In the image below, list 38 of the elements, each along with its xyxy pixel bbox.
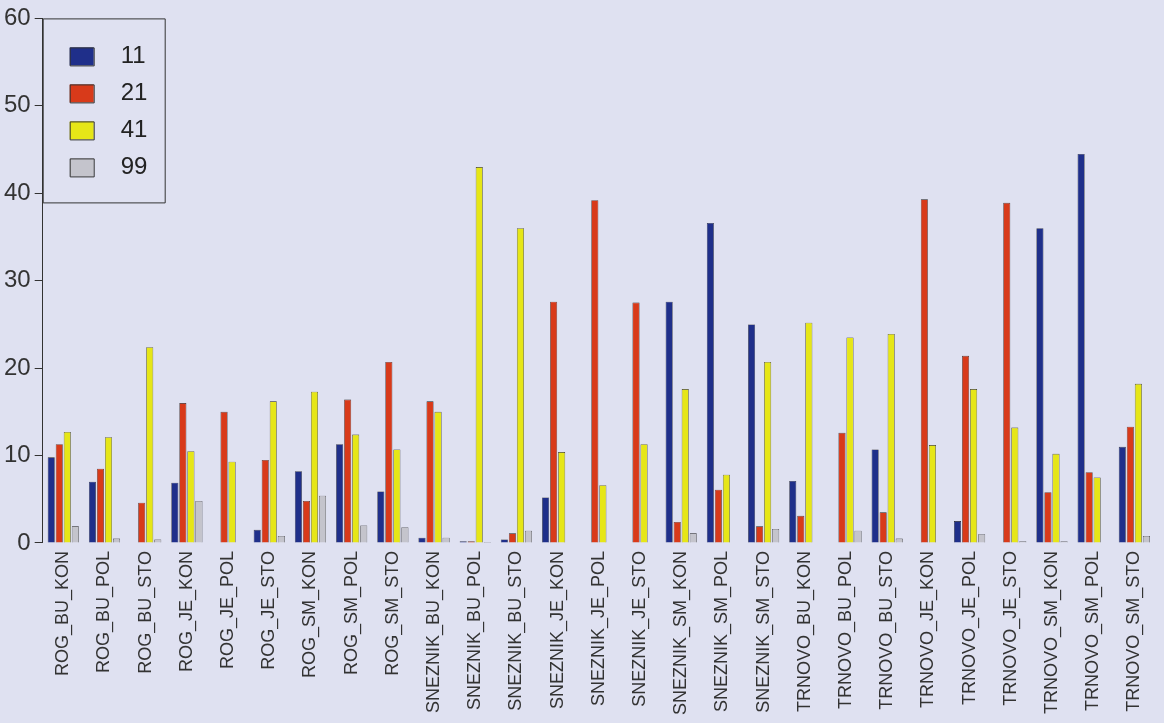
x-tick-label: ROG_BU_STO xyxy=(134,550,156,674)
x-tick-label: ROG_SM_KON xyxy=(299,550,321,678)
x-tick-label: TRNOVO_JE_STO xyxy=(999,550,1021,706)
x-tick-label: SNEZNIK_SM_STO xyxy=(752,550,774,713)
x-tick-label: TRNOVO_JE_KON xyxy=(917,550,939,709)
legend-label: 21 xyxy=(120,78,148,106)
x-tick-label: ROG_BU_KON xyxy=(52,550,74,677)
x-tick-label: ROG_JE_STO xyxy=(258,550,280,670)
legend-label: 99 xyxy=(120,152,148,180)
x-tick-label: SNEZNIK_SM_KON xyxy=(670,550,692,716)
x-tick-label: TRNOVO_JE_POL xyxy=(958,550,980,706)
x-tick-label: TRNOVO_SM_STO xyxy=(1123,550,1145,712)
x-tick-label: TRNOVO_SM_POL xyxy=(1082,550,1104,712)
x-tick-label: TRNOVO_BU_STO xyxy=(876,550,898,710)
x-tick-label: ROG_JE_POL xyxy=(217,550,239,670)
x-tick-label: ROG_SM_POL xyxy=(340,550,362,676)
y-tick-label: 0 xyxy=(17,527,31,555)
y-tick-label: 20 xyxy=(3,352,31,380)
y-tick-label: 60 xyxy=(3,3,31,31)
x-tick-label: TRNOVO_BU_KON xyxy=(793,550,815,713)
x-tick-label: SNEZNIK_SM_POL xyxy=(711,550,733,713)
y-tick-label: 30 xyxy=(3,265,31,293)
legend-label: 11 xyxy=(120,41,146,69)
x-tick-label: TRNOVO_SM_KON xyxy=(1040,550,1062,714)
x-tick-label: SNEZNIK_BU_POL xyxy=(464,550,486,711)
x-tick-label: ROG_SM_STO xyxy=(381,550,403,676)
y-tick-label: 40 xyxy=(3,177,31,205)
y-tick-label: 10 xyxy=(3,440,31,468)
x-tick-label: SNEZNIK_JE_POL xyxy=(587,550,609,707)
x-tick-label: ROG_BU_POL xyxy=(93,550,115,674)
x-tick-label: SNEZNIK_BU_STO xyxy=(505,550,527,711)
x-tick-label: SNEZNIK_JE_KON xyxy=(546,550,568,710)
y-tick-label: 50 xyxy=(3,90,31,118)
x-tick-label: SNEZNIK_JE_STO xyxy=(628,550,650,707)
x-tick-label: SNEZNIK_BU_KON xyxy=(423,550,445,714)
x-tick-label: TRNOVO_BU_POL xyxy=(834,550,856,710)
x-tick-label: ROG_JE_KON xyxy=(175,550,197,673)
legend-label: 41 xyxy=(120,115,148,143)
